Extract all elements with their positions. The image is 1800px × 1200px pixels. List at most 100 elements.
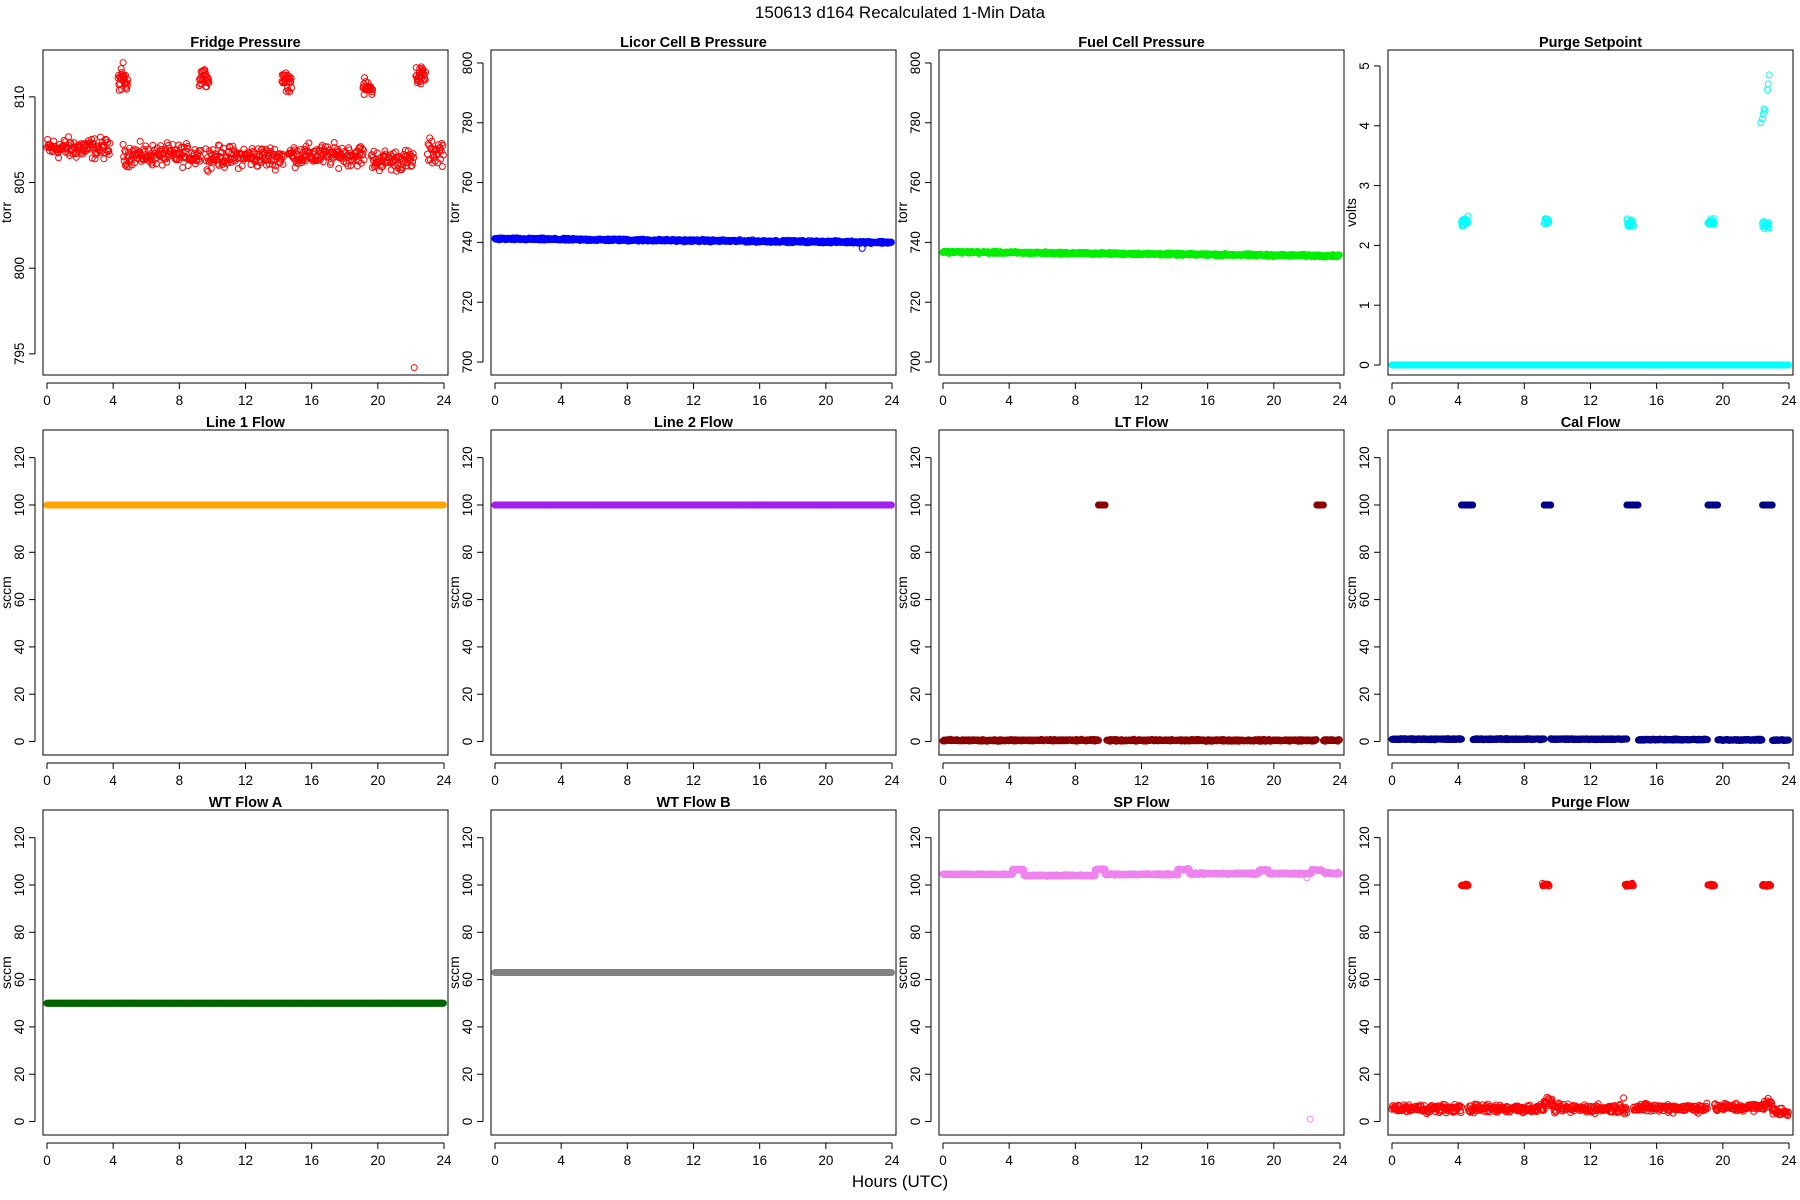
x-tick-label: 20 xyxy=(818,773,833,788)
data-point xyxy=(158,161,166,169)
data-point xyxy=(419,66,427,74)
data-point xyxy=(219,144,227,152)
x-tick-label: 4 xyxy=(1005,773,1013,788)
y-tick-label: 740 xyxy=(908,231,923,254)
panel-title: Line 2 Flow xyxy=(654,415,734,431)
data-point xyxy=(55,154,63,162)
x-tick-label: 20 xyxy=(1266,773,1281,788)
y-tick-label: 795 xyxy=(12,343,27,366)
data-point xyxy=(214,141,222,149)
plot-frame xyxy=(490,429,897,756)
x-tick-label: 20 xyxy=(1266,393,1281,408)
data-point xyxy=(344,162,352,170)
y-tick-label: 120 xyxy=(460,446,475,469)
x-axis: 0 4 8 12 16 20 24 xyxy=(491,762,900,788)
series-points xyxy=(939,247,1343,261)
data-point xyxy=(287,74,295,82)
x-tick-label: 4 xyxy=(1005,393,1013,408)
x-tick-label: 16 xyxy=(752,773,767,788)
y-tick-label: 0 xyxy=(908,738,923,746)
panel-title: Licor Cell B Pressure xyxy=(620,35,767,51)
data-point xyxy=(280,153,288,161)
data-point xyxy=(203,166,211,174)
data-point xyxy=(286,88,294,96)
data-point xyxy=(105,147,113,155)
data-point xyxy=(65,133,73,141)
data-point xyxy=(358,145,366,153)
series-points xyxy=(1388,71,1792,369)
data-point xyxy=(144,145,152,153)
data-point xyxy=(1763,86,1771,94)
x-tick-label: 12 xyxy=(1134,773,1149,788)
data-point xyxy=(321,143,329,151)
x-tick-label: 24 xyxy=(1332,773,1348,788)
data-point xyxy=(422,68,430,76)
plot-frame xyxy=(938,49,1345,376)
plot-frame xyxy=(490,49,897,376)
series-points xyxy=(43,501,447,509)
data-point xyxy=(269,160,277,168)
x-tick-label: 0 xyxy=(491,773,499,788)
x-tick-label: 8 xyxy=(1072,773,1080,788)
y-tick-label: 60 xyxy=(460,592,475,607)
x-tick-label: 0 xyxy=(491,393,499,408)
data-point xyxy=(97,148,105,156)
x-tick-label: 20 xyxy=(370,393,385,408)
data-point xyxy=(408,162,416,170)
plot-frame xyxy=(42,49,449,376)
x-tick-label: 16 xyxy=(304,773,319,788)
data-point xyxy=(227,158,235,166)
data-point xyxy=(352,149,360,157)
data-point xyxy=(123,81,131,89)
y-tick-label: 80 xyxy=(908,545,923,560)
data-point xyxy=(369,85,377,93)
data-point xyxy=(218,148,226,156)
data-point xyxy=(305,139,313,147)
y-tick-label: 760 xyxy=(460,171,475,194)
data-point xyxy=(201,67,209,75)
data-point xyxy=(90,135,98,143)
data-point xyxy=(299,153,307,161)
y-tick-label: 780 xyxy=(460,112,475,135)
x-axis: 0 4 8 12 16 20 24 xyxy=(939,382,1348,408)
y-tick-label: 20 xyxy=(908,687,923,702)
data-point xyxy=(286,75,294,83)
y-tick-label: 720 xyxy=(908,291,923,314)
data-point xyxy=(101,148,109,156)
x-tick-label: 0 xyxy=(939,393,947,408)
series-points xyxy=(491,501,895,509)
y-axis-label: sccm xyxy=(0,576,14,609)
x-tick-label: 16 xyxy=(304,393,319,408)
x-tick-label: 24 xyxy=(884,773,900,788)
data-point xyxy=(360,156,368,164)
data-point xyxy=(199,76,207,84)
y-tick-label: 40 xyxy=(908,639,923,654)
x-tick-label: 12 xyxy=(686,393,701,408)
data-point xyxy=(370,147,378,155)
y-tick-label: 1 xyxy=(1357,301,1372,309)
data-point xyxy=(266,149,274,157)
series-points xyxy=(43,59,447,372)
data-point xyxy=(1764,80,1772,88)
y-tick-label: 80 xyxy=(12,545,27,560)
data-point xyxy=(119,140,127,148)
y-tick-label: 100 xyxy=(460,494,475,517)
x-tick-label: 24 xyxy=(436,773,452,788)
y-tick-label: 100 xyxy=(12,494,27,517)
y-axis-label: torr xyxy=(894,202,910,223)
data-point xyxy=(183,139,191,147)
x-tick-label: 4 xyxy=(109,393,117,408)
data-point xyxy=(439,142,447,150)
data-point xyxy=(119,59,127,67)
data-point xyxy=(100,155,108,163)
panel-title: Fuel Cell Pressure xyxy=(1078,35,1205,51)
data-point xyxy=(335,164,343,172)
y-tick-label: 80 xyxy=(460,545,475,560)
x-tick-label: 0 xyxy=(43,773,51,788)
y-tick-label: 800 xyxy=(460,52,475,75)
x-tick-label: 20 xyxy=(1715,393,1730,408)
